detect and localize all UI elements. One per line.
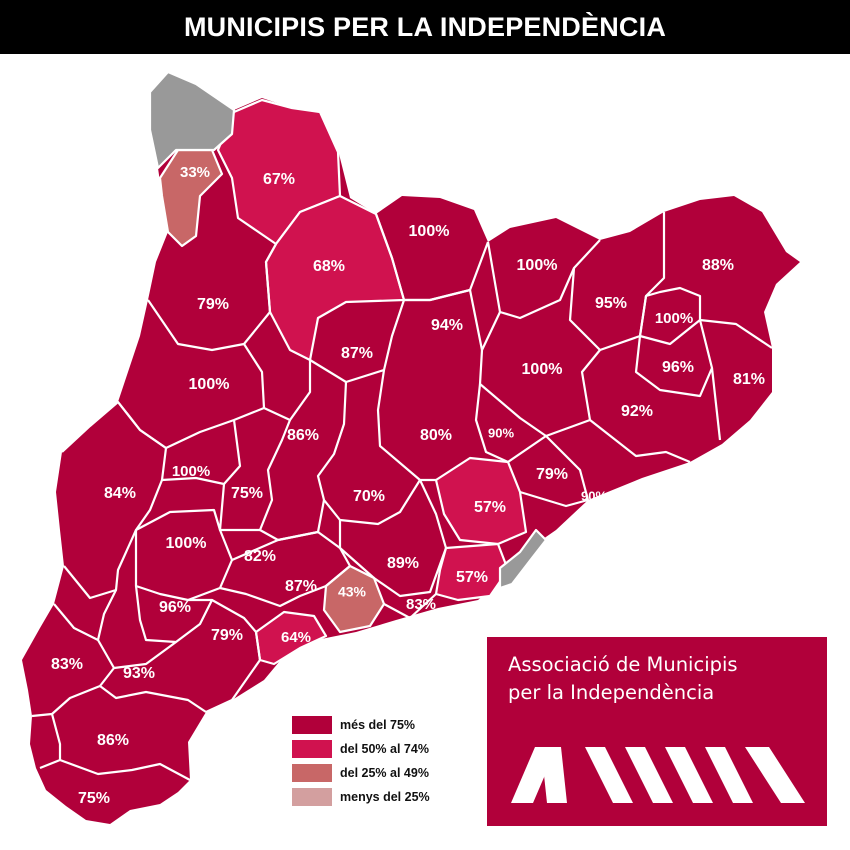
label-ripolles-cerdanya: 100%	[409, 223, 450, 240]
label-girones: 96%	[662, 359, 694, 376]
label-pla-estany: 100%	[655, 310, 693, 327]
label-alt-urgell: 68%	[313, 258, 345, 275]
legend-label: més del 75%	[340, 718, 416, 732]
legend-item-50-74: del 50% al 74%	[292, 739, 430, 759]
label-anoia: 70%	[353, 488, 385, 505]
legend-swatch	[292, 764, 332, 782]
legend-item-25-49: del 25% al 49%	[292, 763, 430, 783]
label-alt-camp: 87%	[285, 578, 317, 595]
ami-logo-mark	[511, 747, 805, 803]
label-garrigues: 100%	[166, 535, 207, 552]
label-valles-oriental: 79%	[536, 466, 568, 483]
legend-swatch	[292, 716, 332, 734]
legend-label: menys del 25%	[340, 790, 430, 804]
label-garraf: 83%	[406, 596, 436, 613]
label-urgell: 75%	[231, 485, 263, 502]
map-title: MUNICIPIS PER LA INDEPENDÈNCIA	[183, 11, 667, 42]
label-bergueda: 94%	[431, 317, 463, 334]
label-baix-camp: 79%	[211, 627, 243, 644]
label-alt-emporda: 88%	[702, 257, 734, 274]
region-barcelones	[434, 542, 510, 602]
label-alt-penedes: 89%	[387, 555, 419, 572]
region-baix-llobregat	[322, 564, 386, 634]
label-baix-emporda: 81%	[733, 371, 765, 388]
label-ripolles: 100%	[517, 257, 558, 274]
label-noguera: 100%	[189, 376, 230, 393]
label-pla-urgell: 100%	[172, 463, 210, 480]
legend-item-under-25: menys del 25%	[292, 787, 430, 807]
label-pallars-jussa: 79%	[197, 296, 229, 313]
label-ribera-ebre: 93%	[123, 665, 155, 682]
title-bar: MUNICIPIS PER LA INDEPENDÈNCIA	[0, 0, 850, 54]
label-priorat: 96%	[159, 599, 191, 616]
label-montsia: 75%	[78, 790, 110, 807]
region-maresme-gap	[498, 528, 548, 590]
catalonia-silhouette	[22, 72, 800, 824]
label-garrotxa: 95%	[595, 295, 627, 312]
label-baix-llobregat: 43%	[338, 584, 367, 600]
label-pallars-sobira: 67%	[263, 171, 295, 188]
legend-swatch	[292, 788, 332, 806]
legend-swatch	[292, 740, 332, 758]
comarca-borders	[31, 212, 773, 781]
label-valles-occidental: 57%	[474, 499, 506, 516]
ami-logo-box: Associació de Municipis per la Independè…	[487, 637, 827, 826]
label-segria: 84%	[104, 485, 136, 502]
region-valles-occidental	[434, 456, 528, 546]
legend-label: del 25% al 49%	[340, 766, 429, 780]
label-bages: 80%	[420, 427, 452, 444]
label-barcelones: 57%	[456, 569, 488, 586]
logo-line-1: Associació de Municipis	[508, 653, 738, 676]
legend: més del 75% del 50% al 74% del 25% al 49…	[292, 715, 430, 811]
legend-item-over-75: més del 75%	[292, 715, 430, 735]
label-val-aran: 33%	[180, 164, 210, 181]
legend-label: del 50% al 74%	[340, 742, 429, 756]
label-baix-penedes: 64%	[281, 629, 311, 646]
label-maresme: 90%	[581, 488, 607, 503]
label-osona: 100%	[522, 361, 563, 378]
label-baix-ebre: 86%	[97, 732, 129, 749]
label-terra-alta: 83%	[51, 656, 83, 673]
label-segarra: 86%	[287, 427, 319, 444]
region-andorra	[148, 70, 236, 170]
label-solsones: 87%	[341, 345, 373, 362]
label-selva: 92%	[621, 403, 653, 420]
logo-line-2: per la Independència	[508, 681, 715, 704]
region-baix-penedes	[254, 610, 328, 666]
label-moianes: 90%	[488, 425, 514, 440]
label-conca-barbera: 82%	[244, 548, 276, 565]
